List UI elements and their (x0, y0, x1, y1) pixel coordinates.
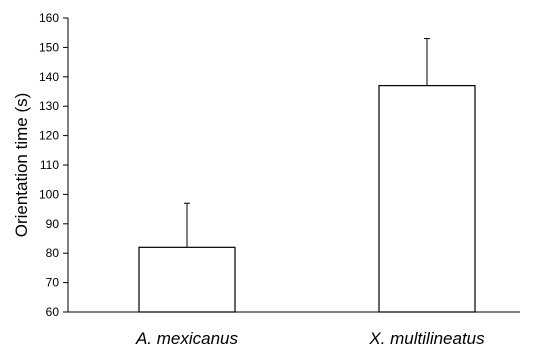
y-tick-label: 130 (39, 99, 59, 113)
y-tick-label: 80 (46, 246, 60, 260)
y-tick-label: 90 (46, 217, 60, 231)
category-label: X. multilineatus (368, 329, 485, 348)
bar (378, 85, 476, 313)
y-tick-label: 120 (39, 129, 59, 143)
y-tick-label: 140 (39, 70, 59, 84)
bar (138, 246, 236, 313)
y-axis: 60 70 80 90 100 110 120 130 140 150 160 (39, 11, 69, 319)
error-bars (184, 38, 430, 248)
y-tick-label: 60 (46, 305, 60, 319)
category-labels: A. mexicanus X. multilineatus (135, 329, 485, 348)
y-tick-label: 70 (46, 276, 60, 290)
y-axis-title: Orientation time (s) (12, 93, 31, 238)
y-tick-label: 100 (39, 187, 59, 201)
y-tick-label: 150 (39, 40, 59, 54)
category-label: A. mexicanus (135, 329, 239, 348)
bars (138, 85, 476, 313)
y-tick-label: 160 (39, 11, 59, 25)
y-tick-label: 110 (40, 158, 59, 172)
